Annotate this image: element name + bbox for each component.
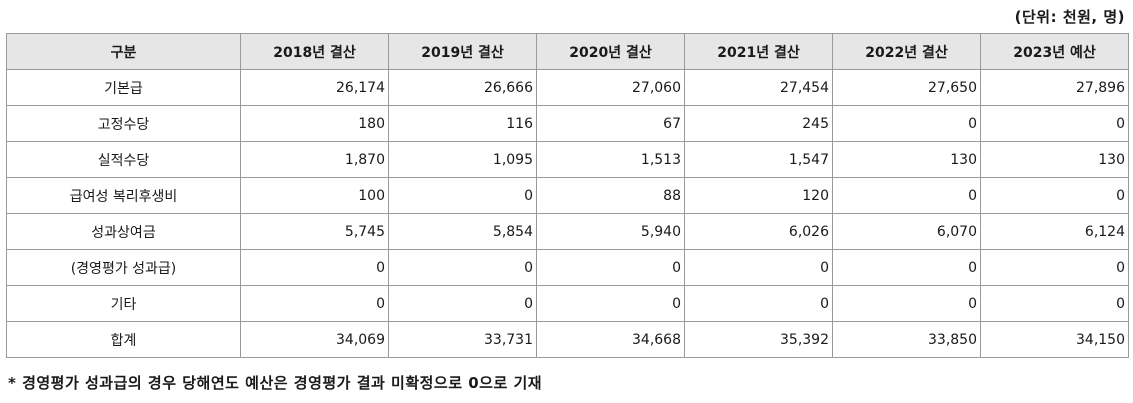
table-cell: 0 xyxy=(684,249,833,286)
table-cell: 130 xyxy=(980,141,1129,178)
table-cell: 0 xyxy=(832,249,981,286)
header-2021: 2021년 결산 xyxy=(684,33,833,70)
table-row: 기본급 26,174 26,666 27,060 27,454 27,650 2… xyxy=(6,69,1129,106)
table-cell: 5,940 xyxy=(536,213,685,250)
table-cell: 67 xyxy=(536,105,685,142)
header-2020: 2020년 결산 xyxy=(536,33,685,70)
table-row: 고정수당 180 116 67 245 0 0 xyxy=(6,105,1129,142)
table-cell: 34,668 xyxy=(536,321,685,358)
table-cell: 6,070 xyxy=(832,213,981,250)
table-cell: 6,026 xyxy=(684,213,833,250)
footnote: * 경영평가 성과급의 경우 당해연도 예산은 경영평가 결과 미확정으로 0으… xyxy=(8,374,543,392)
table-cell: 0 xyxy=(832,285,981,322)
table-cell: 130 xyxy=(832,141,981,178)
header-category: 구분 xyxy=(6,33,241,70)
table-cell: 34,069 xyxy=(240,321,389,358)
table-cell: 0 xyxy=(980,105,1129,142)
table-row: (경영평가 성과급) 0 0 0 0 0 0 xyxy=(6,249,1129,286)
table-cell: 1,513 xyxy=(536,141,685,178)
row-label: 고정수당 xyxy=(6,105,241,142)
table-row: 기타 0 0 0 0 0 0 xyxy=(6,285,1129,322)
table-cell: 5,745 xyxy=(240,213,389,250)
header-2023: 2023년 예산 xyxy=(980,33,1129,70)
table-cell: 34,150 xyxy=(980,321,1129,358)
table-cell: 33,731 xyxy=(388,321,537,358)
table-cell: 88 xyxy=(536,177,685,214)
table-cell: 0 xyxy=(388,177,537,214)
table-cell: 0 xyxy=(240,285,389,322)
table-cell: 0 xyxy=(684,285,833,322)
table-cell: 26,666 xyxy=(388,69,537,106)
table-cell: 5,854 xyxy=(388,213,537,250)
table-cell: 6,124 xyxy=(980,213,1129,250)
row-label: 기본급 xyxy=(6,69,241,106)
table-row: 급여성 복리후생비 100 0 88 120 0 0 xyxy=(6,177,1129,214)
table-cell: 27,650 xyxy=(832,69,981,106)
row-label: 성과상여금 xyxy=(6,213,241,250)
row-label: 급여성 복리후생비 xyxy=(6,177,241,214)
table-cell: 180 xyxy=(240,105,389,142)
row-label: 실적수당 xyxy=(6,141,241,178)
table-cell: 27,060 xyxy=(536,69,685,106)
table-cell: 1,095 xyxy=(388,141,537,178)
table-cell: 0 xyxy=(536,285,685,322)
table-cell: 27,454 xyxy=(684,69,833,106)
table-cell: 0 xyxy=(832,105,981,142)
header-2019: 2019년 결산 xyxy=(388,33,537,70)
table-cell: 120 xyxy=(684,177,833,214)
table-row: 실적수당 1,870 1,095 1,513 1,547 130 130 xyxy=(6,141,1129,178)
table-cell: 0 xyxy=(536,249,685,286)
table-cell: 35,392 xyxy=(684,321,833,358)
row-label: 기타 xyxy=(6,285,241,322)
table-total-row: 합계 34,069 33,731 34,668 35,392 33,850 34… xyxy=(6,321,1129,358)
table-cell: 26,174 xyxy=(240,69,389,106)
table-cell: 0 xyxy=(240,249,389,286)
header-2018: 2018년 결산 xyxy=(240,33,389,70)
table-row: 성과상여금 5,745 5,854 5,940 6,026 6,070 6,12… xyxy=(6,213,1129,250)
table-cell: 1,547 xyxy=(684,141,833,178)
table-cell: 0 xyxy=(980,249,1129,286)
table-cell: 100 xyxy=(240,177,389,214)
table-cell: 116 xyxy=(388,105,537,142)
table-cell: 245 xyxy=(684,105,833,142)
row-label: 합계 xyxy=(6,321,241,358)
table-cell: 0 xyxy=(980,177,1129,214)
header-2022: 2022년 결산 xyxy=(832,33,981,70)
table-cell: 1,870 xyxy=(240,141,389,178)
salary-table: 구분 2018년 결산 2019년 결산 2020년 결산 2021년 결산 2… xyxy=(6,33,1129,358)
table-header-row: 구분 2018년 결산 2019년 결산 2020년 결산 2021년 결산 2… xyxy=(6,33,1129,70)
table-cell: 27,896 xyxy=(980,69,1129,106)
table-cell: 0 xyxy=(388,249,537,286)
table-cell: 0 xyxy=(388,285,537,322)
table-cell: 33,850 xyxy=(832,321,981,358)
unit-label: (단위: 천원, 명) xyxy=(1014,8,1125,26)
row-label: (경영평가 성과급) xyxy=(6,249,241,286)
table-cell: 0 xyxy=(832,177,981,214)
table-cell: 0 xyxy=(980,285,1129,322)
